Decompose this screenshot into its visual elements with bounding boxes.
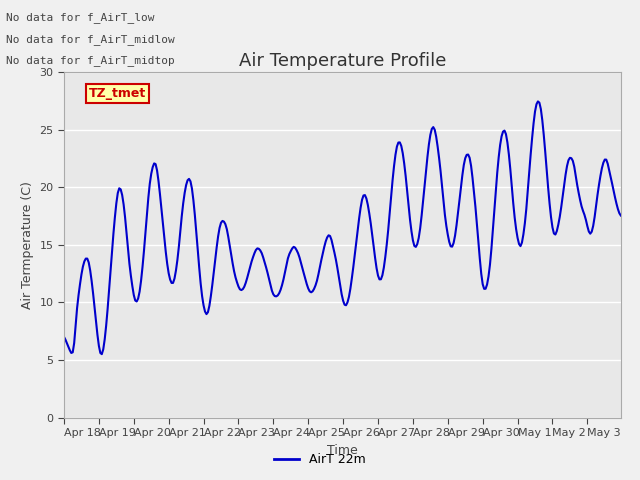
Text: No data for f_AirT_midtop: No data for f_AirT_midtop — [6, 55, 175, 66]
Y-axis label: Air Termperature (C): Air Termperature (C) — [21, 181, 34, 309]
Title: Air Temperature Profile: Air Temperature Profile — [239, 52, 446, 71]
Text: No data for f_AirT_midlow: No data for f_AirT_midlow — [6, 34, 175, 45]
Text: TZ_tmet: TZ_tmet — [89, 87, 147, 100]
Text: No data for f_AirT_low: No data for f_AirT_low — [6, 12, 155, 23]
X-axis label: Time: Time — [327, 444, 358, 456]
Legend: AirT 22m: AirT 22m — [269, 448, 371, 471]
